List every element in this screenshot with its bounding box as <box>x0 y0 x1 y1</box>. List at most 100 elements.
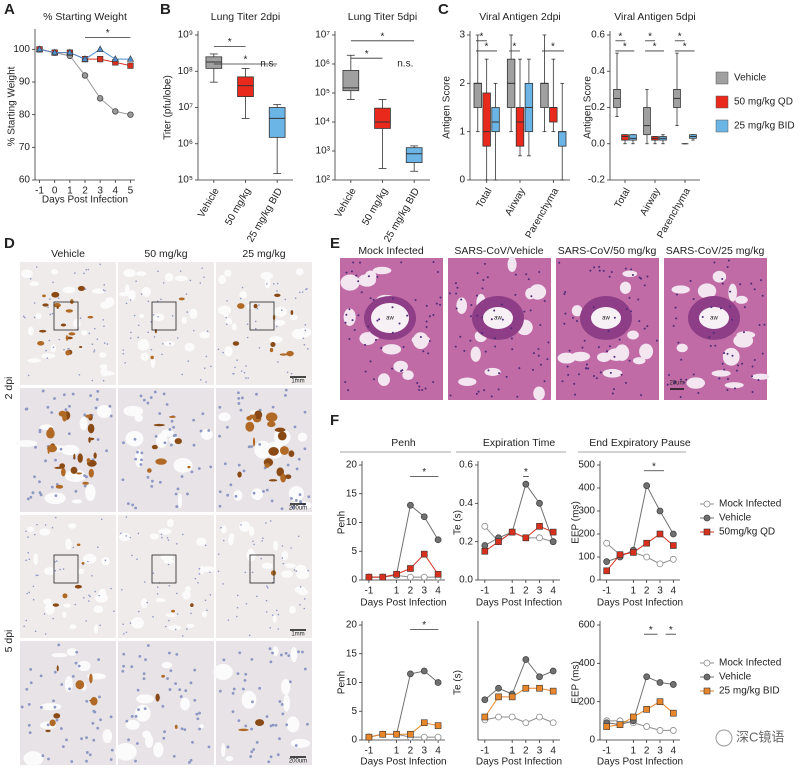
nucleus <box>180 475 184 478</box>
alveolus <box>619 281 632 294</box>
nucleus <box>41 389 45 393</box>
nucleus <box>301 650 304 654</box>
nucleus <box>54 458 57 462</box>
marker <box>669 727 677 734</box>
nucleus <box>222 583 224 585</box>
nucleus <box>255 740 259 744</box>
nucleus <box>250 445 253 448</box>
nucleus <box>490 318 493 321</box>
nucleus <box>243 371 246 374</box>
nucleus <box>135 280 137 283</box>
alveolus <box>131 617 144 629</box>
alveolus <box>41 353 56 359</box>
alveolus <box>33 553 39 566</box>
y-tick-label: 300 <box>578 506 595 517</box>
nucleus <box>297 650 300 654</box>
nucleus <box>367 275 370 278</box>
x-tick-label: Airway <box>638 186 663 217</box>
alveolus <box>557 352 576 364</box>
marker <box>656 679 664 686</box>
nucleus <box>189 758 193 762</box>
alveolus <box>298 589 309 596</box>
stain <box>249 414 257 419</box>
nucleus <box>244 672 248 676</box>
y-tick-label: 0.6 <box>459 460 473 471</box>
chart-title: Lung Titer 2dpi <box>211 11 280 23</box>
nucleus <box>122 623 125 626</box>
nucleus <box>391 306 394 309</box>
nucleus <box>672 324 675 327</box>
nucleus <box>597 346 600 349</box>
nucleus <box>269 755 273 759</box>
box <box>342 70 360 92</box>
nucleus <box>525 273 528 276</box>
nucleus <box>286 371 289 374</box>
nucleus <box>61 745 65 749</box>
nucleus <box>58 338 61 341</box>
nucleus <box>294 297 297 299</box>
alveolus <box>260 271 273 280</box>
nucleus <box>130 331 132 334</box>
alveolus <box>137 338 150 351</box>
nucleus <box>655 339 658 342</box>
alveolus <box>142 730 151 739</box>
alveolus <box>44 567 55 576</box>
stain <box>62 593 68 599</box>
nucleus <box>47 306 49 309</box>
x-tick-label: 2 <box>644 586 650 597</box>
marker <box>656 530 664 538</box>
alveolus <box>81 330 88 336</box>
nucleus <box>162 392 166 396</box>
nucleus <box>218 689 222 693</box>
alveolus <box>507 256 517 272</box>
alveolus <box>261 562 273 570</box>
y-tick-label: 80 <box>19 109 31 120</box>
nucleus <box>497 388 500 391</box>
nucleus <box>414 299 417 302</box>
x-tick-label: Vehicle <box>333 186 359 220</box>
alveolus <box>150 356 156 369</box>
alveolus <box>65 538 72 550</box>
nucleus <box>505 375 508 378</box>
y-tick-label: 2 <box>459 78 465 89</box>
image-title: SARS-CoV/25 mg/kg <box>666 245 765 257</box>
nucleus <box>96 338 99 340</box>
y-tick-label: 400 <box>578 483 595 494</box>
scale-bar-label: 20um <box>669 381 684 387</box>
stain <box>88 437 91 443</box>
alveolus <box>160 554 173 561</box>
nucleus <box>109 758 113 761</box>
nucleus <box>449 394 452 397</box>
alveolus <box>286 716 300 733</box>
nucleus <box>763 323 766 326</box>
alveolus <box>281 570 294 578</box>
nucleus <box>104 559 107 562</box>
alveolus <box>224 346 233 357</box>
nucleus <box>158 480 162 484</box>
nucleus <box>280 507 284 511</box>
alveolus <box>94 593 108 603</box>
y-tick-label: 100 <box>13 44 30 55</box>
nucleus <box>146 644 150 647</box>
alveolus <box>77 568 85 575</box>
nucleus <box>25 619 28 622</box>
nucleus <box>137 336 140 339</box>
alveolus <box>458 377 477 386</box>
marker <box>407 730 414 738</box>
marker <box>420 513 428 521</box>
nucleus <box>184 689 188 693</box>
nucleus <box>261 537 264 540</box>
alveolus <box>343 308 356 326</box>
nucleus <box>174 628 177 631</box>
nucleus <box>380 346 383 349</box>
nucleus <box>245 602 248 605</box>
alveolus <box>71 499 83 504</box>
alveolus <box>136 694 154 704</box>
alveolus <box>671 285 690 294</box>
y-tick-label: 70 <box>19 142 31 153</box>
nucleus <box>761 294 764 297</box>
nucleus <box>607 330 610 333</box>
alveolus <box>181 316 188 324</box>
nucleus <box>137 324 140 327</box>
marker <box>379 730 387 738</box>
